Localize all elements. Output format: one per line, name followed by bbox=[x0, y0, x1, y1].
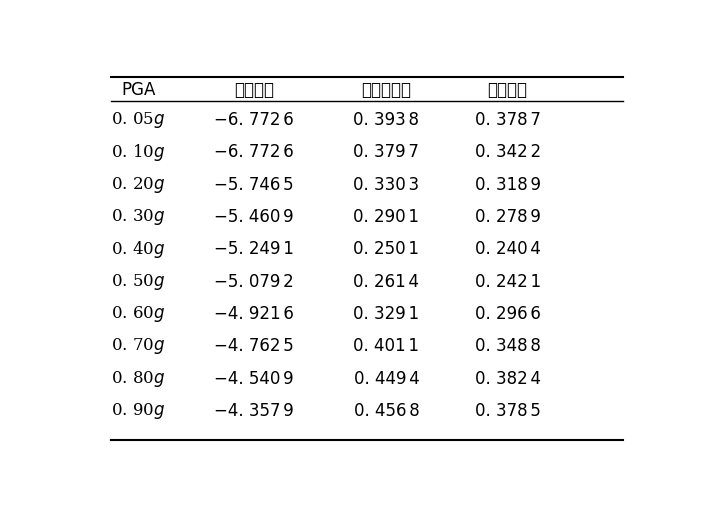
Text: 0. 318 9: 0. 318 9 bbox=[475, 175, 540, 193]
Text: −5. 746 5: −5. 746 5 bbox=[215, 175, 294, 193]
Text: 0. 330 3: 0. 330 3 bbox=[353, 175, 419, 193]
Text: 0. 379 7: 0. 379 7 bbox=[353, 143, 419, 161]
Text: PGA: PGA bbox=[122, 81, 156, 99]
Text: 对数标准差: 对数标准差 bbox=[361, 81, 412, 99]
Text: 0. 342 2: 0. 342 2 bbox=[474, 143, 541, 161]
Text: 0. 50$\mathit{g}$: 0. 50$\mathit{g}$ bbox=[112, 271, 166, 291]
Text: 0. 20$\mathit{g}$: 0. 20$\mathit{g}$ bbox=[112, 174, 166, 194]
Text: 0. 348 8: 0. 348 8 bbox=[475, 337, 540, 355]
Text: 0. 60$\mathit{g}$: 0. 60$\mathit{g}$ bbox=[112, 304, 166, 323]
Text: −5. 079 2: −5. 079 2 bbox=[214, 272, 294, 290]
Text: 0. 05$\mathit{g}$: 0. 05$\mathit{g}$ bbox=[112, 110, 166, 130]
Text: −4. 921 6: −4. 921 6 bbox=[214, 305, 294, 322]
Text: −4. 762 5: −4. 762 5 bbox=[214, 337, 294, 355]
Text: 0. 90$\mathit{g}$: 0. 90$\mathit{g}$ bbox=[112, 400, 166, 420]
Text: 0. 30$\mathit{g}$: 0. 30$\mathit{g}$ bbox=[112, 207, 166, 227]
Text: 0. 378 5: 0. 378 5 bbox=[475, 401, 540, 419]
Text: 0. 278 9: 0. 278 9 bbox=[475, 208, 540, 226]
Text: 0. 290 1: 0. 290 1 bbox=[353, 208, 419, 226]
Text: 变异系数: 变异系数 bbox=[488, 81, 528, 99]
Text: 0. 401 1: 0. 401 1 bbox=[353, 337, 419, 355]
Text: −6. 772 6: −6. 772 6 bbox=[214, 143, 294, 161]
Text: 0. 329 1: 0. 329 1 bbox=[353, 305, 419, 322]
Text: 0. 296 6: 0. 296 6 bbox=[475, 305, 540, 322]
Text: 0. 456 8: 0. 456 8 bbox=[353, 401, 419, 419]
Text: 0. 261 4: 0. 261 4 bbox=[353, 272, 419, 290]
Text: −5. 460 9: −5. 460 9 bbox=[215, 208, 294, 226]
Text: −6. 772 6: −6. 772 6 bbox=[214, 111, 294, 129]
Text: 0. 449 4: 0. 449 4 bbox=[353, 369, 419, 387]
Text: 0. 240 4: 0. 240 4 bbox=[475, 240, 540, 258]
Text: 0. 382 4: 0. 382 4 bbox=[475, 369, 540, 387]
Text: 0. 378 7: 0. 378 7 bbox=[475, 111, 540, 129]
Text: 0. 40$\mathit{g}$: 0. 40$\mathit{g}$ bbox=[112, 238, 166, 259]
Text: 0. 242 1: 0. 242 1 bbox=[474, 272, 541, 290]
Text: 0. 250 1: 0. 250 1 bbox=[353, 240, 419, 258]
Text: 对数均値: 对数均値 bbox=[234, 81, 274, 99]
Text: −4. 540 9: −4. 540 9 bbox=[215, 369, 294, 387]
Text: 0. 70$\mathit{g}$: 0. 70$\mathit{g}$ bbox=[112, 336, 166, 356]
Text: 0. 393 8: 0. 393 8 bbox=[353, 111, 419, 129]
Text: 0. 80$\mathit{g}$: 0. 80$\mathit{g}$ bbox=[112, 368, 166, 388]
Text: −4. 357 9: −4. 357 9 bbox=[214, 401, 294, 419]
Text: −5. 249 1: −5. 249 1 bbox=[214, 240, 294, 258]
Text: 0. 10$\mathit{g}$: 0. 10$\mathit{g}$ bbox=[112, 141, 166, 163]
